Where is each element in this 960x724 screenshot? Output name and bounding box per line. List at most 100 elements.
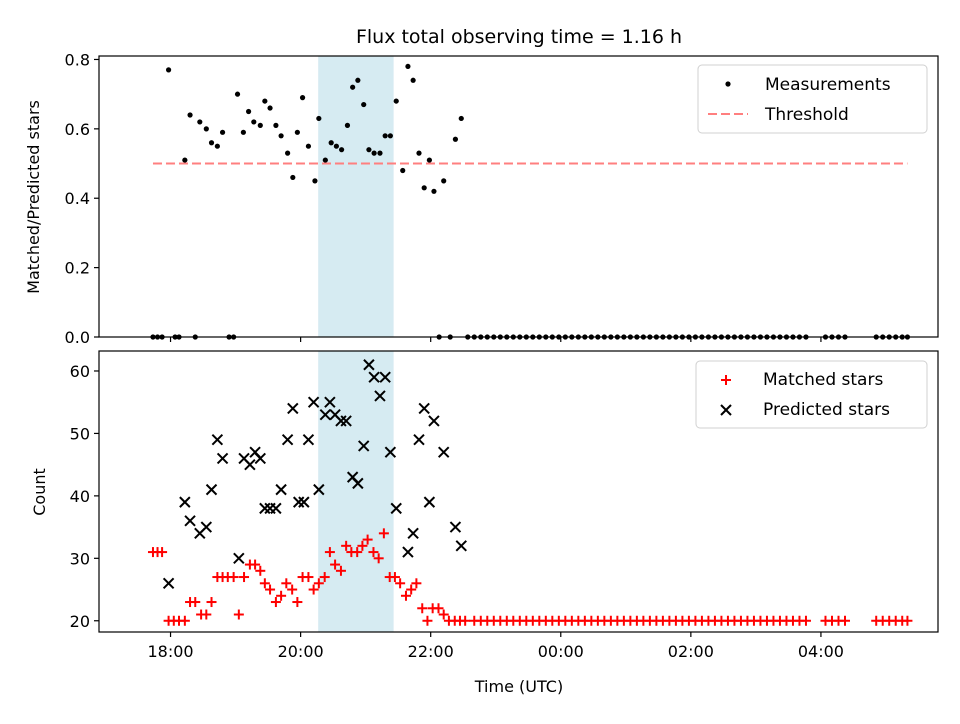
predicted-star-point bbox=[418, 402, 430, 415]
legend-matched: Matched stars bbox=[763, 370, 883, 390]
matched-star-point bbox=[400, 590, 411, 601]
measurement-point bbox=[257, 122, 263, 128]
top-legend: Measurements Threshold bbox=[697, 64, 928, 134]
predicted-star-point bbox=[363, 359, 375, 371]
matched-star-point bbox=[281, 578, 292, 589]
measurement-point bbox=[285, 150, 291, 156]
predicted-star-point bbox=[302, 433, 315, 446]
predicted-star-point bbox=[281, 433, 294, 446]
predicted-star-point bbox=[324, 396, 336, 408]
matched-star-point bbox=[303, 572, 314, 583]
predicted-star-point bbox=[340, 415, 352, 427]
matched-star-point bbox=[255, 565, 266, 576]
measurement-point bbox=[355, 77, 361, 83]
measurement-point bbox=[431, 188, 437, 194]
top-ytick-label: 0.6 bbox=[65, 120, 90, 139]
measurement-point bbox=[328, 140, 334, 146]
predicted-star-point bbox=[179, 496, 191, 508]
matched-star-point bbox=[292, 597, 303, 608]
matched-star-point bbox=[839, 615, 850, 626]
predicted-star-point bbox=[244, 458, 256, 471]
matched-star-point bbox=[438, 609, 449, 620]
matched-star-point bbox=[313, 578, 324, 589]
chart-title: Flux total observing time = 1.16 h bbox=[356, 26, 682, 48]
predicted-star-point bbox=[413, 433, 425, 446]
matched-star-point bbox=[800, 615, 811, 626]
matched-star-point bbox=[287, 584, 298, 595]
predicted-star-point bbox=[233, 552, 245, 565]
predicted-star-point bbox=[402, 546, 414, 558]
measurement-point bbox=[366, 147, 372, 153]
predicted-star-point bbox=[390, 502, 402, 515]
predicted-star-point bbox=[270, 502, 282, 515]
measurement-point bbox=[393, 98, 399, 104]
top-ytick-label: 0.2 bbox=[65, 259, 90, 278]
matched-star-point bbox=[389, 572, 400, 583]
predicted-star-point bbox=[428, 415, 440, 427]
matched-star-point bbox=[335, 565, 346, 576]
measurement-point bbox=[197, 119, 203, 125]
matched-star-point bbox=[902, 615, 913, 626]
top-ylabel: Matched/Predicted stars bbox=[24, 100, 43, 294]
matched-star-point bbox=[233, 609, 244, 620]
matched-star-point bbox=[460, 615, 471, 626]
measurement-point bbox=[338, 147, 345, 153]
matched-star-point bbox=[373, 553, 384, 564]
bottom-ytick-label: 40 bbox=[70, 487, 90, 506]
matched-star-point bbox=[319, 572, 330, 583]
measurement-point bbox=[421, 185, 427, 191]
measurement-point bbox=[316, 115, 322, 122]
measurement-point bbox=[377, 150, 383, 156]
matched-star-point bbox=[239, 572, 250, 583]
bottom-axes-frame bbox=[98, 350, 939, 633]
xtick-label: 04:00 bbox=[798, 642, 844, 661]
matched-star-point bbox=[190, 597, 201, 608]
matched-star-point bbox=[324, 547, 335, 558]
matched-star-point bbox=[157, 547, 168, 558]
measurement-point bbox=[333, 143, 339, 149]
matched-star-point bbox=[201, 609, 212, 620]
measurement-point bbox=[350, 84, 356, 90]
predicted-star-point bbox=[162, 577, 175, 590]
measurement-point bbox=[426, 157, 432, 163]
measurement-point bbox=[405, 63, 411, 70]
measurement-point bbox=[203, 126, 209, 132]
matched-star-point bbox=[270, 597, 281, 608]
legend-measurement-marker bbox=[725, 81, 731, 87]
matched-star-point bbox=[411, 578, 422, 589]
predicted-star-point bbox=[437, 446, 450, 458]
measurement-point bbox=[262, 98, 268, 104]
measurement-point bbox=[305, 143, 312, 149]
predicted-star-point bbox=[455, 540, 467, 552]
measurement-point bbox=[344, 122, 351, 128]
predicted-star-point bbox=[200, 521, 213, 533]
measurement-point bbox=[441, 178, 447, 184]
xtick-label: 18:00 bbox=[147, 642, 193, 661]
matched-star-point bbox=[228, 572, 239, 583]
predicted-star-point bbox=[335, 415, 347, 427]
predicted-star-point bbox=[205, 483, 218, 496]
matched-star-point bbox=[352, 547, 363, 558]
bottom-ytick-label: 30 bbox=[70, 549, 90, 568]
measurement-point bbox=[416, 150, 422, 156]
bottom-ytick-label: 60 bbox=[70, 362, 90, 381]
predicted-star-point bbox=[384, 446, 397, 458]
matched-star-point bbox=[308, 584, 319, 595]
matched-star-point bbox=[417, 603, 428, 614]
matched-star-point bbox=[206, 597, 217, 608]
measurement-point bbox=[452, 136, 459, 142]
predicted-star-point bbox=[352, 477, 364, 490]
measurement-point bbox=[182, 157, 188, 163]
measurement-point bbox=[187, 112, 193, 118]
predicted-star-point bbox=[216, 452, 229, 465]
predicted-star-point bbox=[319, 408, 332, 421]
matched-star-point bbox=[406, 584, 417, 595]
measurement-point bbox=[234, 91, 241, 97]
matched-star-point bbox=[395, 578, 406, 589]
top-axes-frame bbox=[98, 55, 939, 338]
measurement-point bbox=[458, 115, 464, 122]
measurement-point bbox=[299, 95, 306, 101]
measurement-point bbox=[294, 129, 300, 135]
predicted-star-point bbox=[298, 496, 310, 508]
measurement-point bbox=[361, 101, 367, 108]
